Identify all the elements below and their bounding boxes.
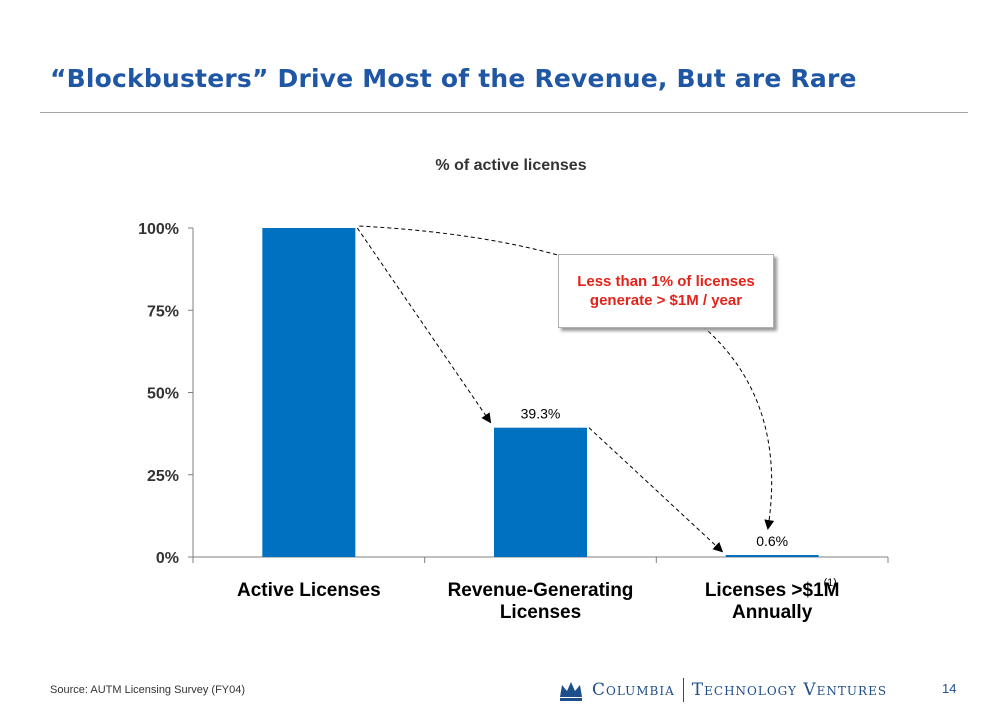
source-note: Source: AUTM Licensing Survey (FY04): [50, 684, 246, 696]
arrow-revenue-to-blockbuster: [588, 427, 724, 553]
arrow-curved-to-blockbuster: [359, 225, 775, 530]
crown-icon: [560, 682, 582, 701]
y-tick-label: 50%: [147, 386, 179, 403]
data-labels: 39.3% 0.6%: [521, 406, 788, 549]
logo-word-tech-ventures: Technology Ventures: [691, 680, 888, 700]
slide-title: “Blockbusters” Drive Most of the Revenue…: [50, 64, 857, 93]
logo-word-columbia: Columbia: [592, 680, 675, 700]
callout-text: Less than 1% of licenses generate > $1M …: [577, 273, 755, 309]
title-divider: [40, 112, 968, 113]
arrow-active-to-revenue: [356, 227, 492, 424]
x-tick-label: Active Licenses: [237, 580, 381, 601]
bar-chart: % of active licenses 0% 25% 50% 75% 100% Act…: [138, 157, 889, 623]
data-label: 39.3%: [521, 406, 561, 422]
arrow-annotations: [356, 225, 775, 553]
x-axis: Active Licenses Revenue-Generating License…: [192, 556, 889, 623]
data-label: 0.6%: [756, 533, 788, 549]
x-tick-footnote: (1): [823, 577, 836, 589]
x-tick-label: Revenue-Generating Licenses: [448, 580, 634, 623]
bar: [725, 555, 819, 557]
bar: [262, 228, 356, 557]
bar: [494, 427, 587, 557]
y-tick-label: 100%: [138, 221, 179, 238]
bar-series: [262, 228, 819, 557]
columbia-logo: Columbia Technology Ventures: [558, 672, 887, 708]
page-number: 14: [942, 681, 957, 696]
chart-title: % of active licenses: [435, 157, 586, 174]
logo-divider: [682, 678, 684, 702]
y-tick-label: 25%: [147, 468, 179, 485]
x-tick-label: Licenses >$1M Annually: [705, 580, 840, 623]
callout-box: Less than 1% of licenses generate > $1M …: [558, 254, 774, 328]
y-tick-label: 0%: [156, 550, 179, 567]
y-tick-label: 75%: [147, 303, 179, 320]
y-axis: 0% 25% 50% 75% 100%: [138, 221, 194, 567]
